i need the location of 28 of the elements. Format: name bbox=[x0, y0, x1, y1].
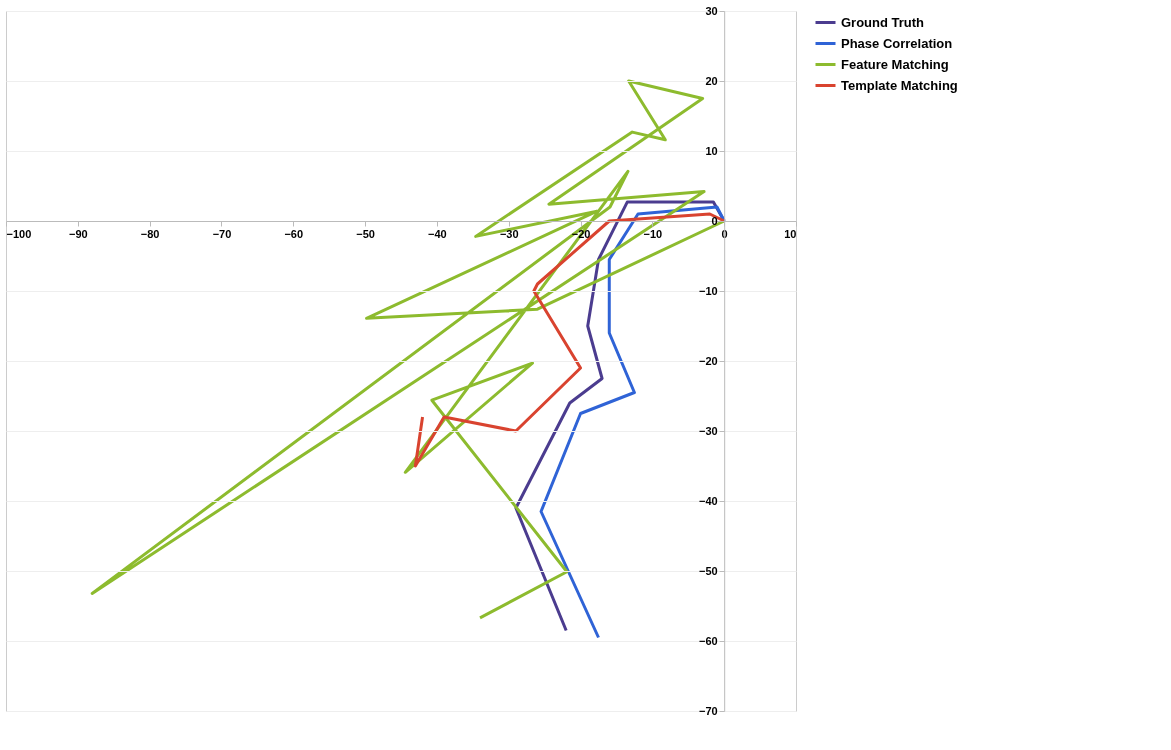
x-tick-label: 0 bbox=[721, 227, 728, 240]
y-tick-label: 30 bbox=[705, 4, 718, 17]
x-tick-label: −100 bbox=[6, 227, 32, 240]
x-tick-label: −40 bbox=[428, 227, 447, 240]
x-tick-label: −90 bbox=[68, 227, 88, 240]
legend-label: Ground Truth bbox=[841, 14, 925, 30]
y-tick-label: −70 bbox=[699, 704, 718, 717]
x-tick-label: 10 bbox=[784, 227, 797, 240]
line-series bbox=[90, 79, 726, 620]
legend-label: Template Matching bbox=[841, 77, 958, 93]
y-tick-label: −60 bbox=[699, 634, 718, 647]
legend-label: Phase Correlation bbox=[841, 35, 953, 51]
x-tick-label: −70 bbox=[212, 227, 232, 240]
y-tick-label: −10 bbox=[699, 284, 718, 297]
x-tick-label: −30 bbox=[499, 227, 519, 240]
y-tick-label: 10 bbox=[705, 144, 718, 157]
x-tick-label: −60 bbox=[284, 227, 304, 240]
y-tick-label: 20 bbox=[705, 74, 718, 87]
x-tick-label: −80 bbox=[140, 227, 160, 240]
x-tick-label: −10 bbox=[643, 227, 663, 240]
y-tick-label: −40 bbox=[699, 494, 718, 507]
legend-label: Feature Matching bbox=[841, 56, 949, 72]
y-tick-label: −50 bbox=[699, 564, 718, 577]
y-tick-label: 0 bbox=[711, 214, 718, 227]
x-tick-label: −50 bbox=[356, 227, 375, 240]
y-tick-label: −20 bbox=[699, 354, 718, 367]
y-tick-label: −30 bbox=[699, 424, 718, 437]
line-series bbox=[413, 212, 726, 468]
